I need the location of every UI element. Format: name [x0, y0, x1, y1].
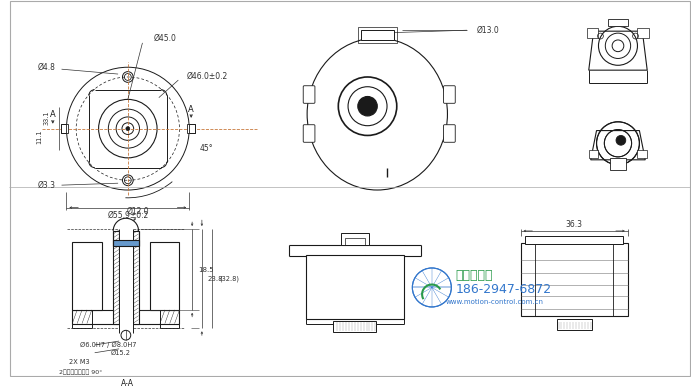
- Bar: [188, 124, 195, 134]
- Text: 2X M3: 2X M3: [69, 360, 90, 365]
- Text: Ø6.0H7 / Ø8.0H7: Ø6.0H7 / Ø8.0H7: [80, 342, 136, 348]
- Bar: [333, 320, 377, 332]
- FancyBboxPatch shape: [444, 125, 455, 142]
- Text: 18.5: 18.5: [198, 267, 214, 273]
- FancyBboxPatch shape: [303, 86, 315, 103]
- Bar: [521, 243, 628, 316]
- Bar: [587, 28, 598, 38]
- Text: A: A: [50, 110, 56, 120]
- Bar: [608, 19, 628, 26]
- Bar: [589, 150, 598, 158]
- Bar: [345, 238, 365, 245]
- Bar: [638, 28, 649, 38]
- FancyBboxPatch shape: [303, 125, 315, 142]
- Text: Ø45.0: Ø45.0: [153, 34, 176, 43]
- Text: 2个安装螺钉相差 90°: 2个安装螺钉相差 90°: [60, 370, 103, 375]
- Bar: [133, 231, 139, 324]
- Bar: [358, 27, 397, 43]
- Text: Ø4.8: Ø4.8: [38, 63, 56, 72]
- Circle shape: [616, 135, 626, 145]
- Text: Ø46.0±0.2: Ø46.0±0.2: [187, 72, 228, 81]
- Circle shape: [358, 96, 377, 116]
- Text: 西安德伍拓: 西安德伍拓: [455, 269, 493, 282]
- Text: 45°: 45°: [200, 144, 214, 152]
- Bar: [113, 231, 119, 324]
- Bar: [360, 30, 394, 40]
- Text: www.motion-control.com.cn: www.motion-control.com.cn: [445, 299, 543, 305]
- Bar: [150, 241, 179, 310]
- Text: Ø55.9±0.2: Ø55.9±0.2: [107, 211, 148, 220]
- Text: Ø12.0: Ø12.0: [126, 207, 149, 216]
- Bar: [526, 236, 623, 243]
- Text: Ø15.2: Ø15.2: [111, 350, 131, 356]
- Text: (32.8): (32.8): [219, 276, 239, 282]
- Text: 186-2947-6872: 186-2947-6872: [455, 283, 552, 296]
- Bar: [72, 241, 102, 310]
- Text: 33.1: 33.1: [44, 111, 50, 125]
- Bar: [119, 223, 133, 331]
- Bar: [61, 124, 69, 134]
- Ellipse shape: [307, 38, 447, 190]
- Text: 36.3: 36.3: [566, 219, 582, 229]
- FancyBboxPatch shape: [444, 86, 455, 103]
- Text: A: A: [188, 104, 194, 114]
- Bar: [306, 255, 404, 319]
- Polygon shape: [591, 130, 645, 160]
- Bar: [341, 233, 368, 245]
- Text: 11.1: 11.1: [36, 129, 42, 144]
- Bar: [610, 158, 626, 170]
- Text: 23.8: 23.8: [208, 276, 223, 282]
- Circle shape: [126, 127, 130, 130]
- Bar: [113, 240, 139, 246]
- Text: Ø3.3: Ø3.3: [38, 181, 56, 190]
- Bar: [72, 310, 179, 324]
- Bar: [638, 150, 648, 158]
- Bar: [556, 319, 592, 330]
- Polygon shape: [589, 31, 648, 70]
- Text: Ø13.0: Ø13.0: [477, 26, 500, 35]
- Text: A-A: A-A: [121, 379, 134, 387]
